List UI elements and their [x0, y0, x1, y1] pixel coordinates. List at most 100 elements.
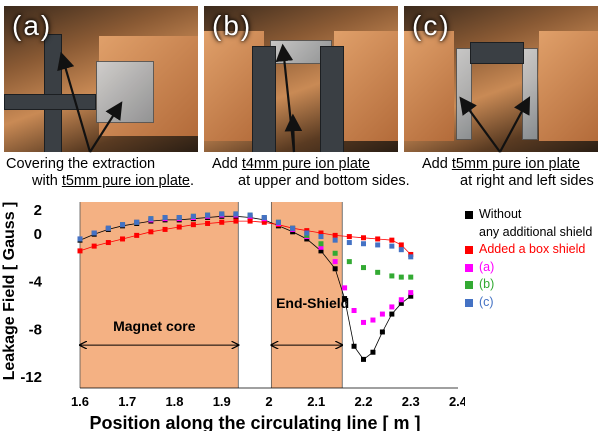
- caption-text: at upper and bottom sides.: [238, 173, 410, 189]
- annotation-label: End-Shield: [276, 295, 349, 311]
- legend-label: (c): [479, 294, 494, 309]
- data-point: [233, 218, 239, 224]
- iron-plate: [456, 48, 472, 140]
- data-point: [398, 274, 404, 280]
- caption-a: Covering the extraction with t5mm pure i…: [6, 156, 194, 190]
- legend-label: (a): [479, 259, 495, 274]
- legend-label-continued: any additional shield: [479, 224, 593, 239]
- x-tick-label: 2.3: [402, 394, 420, 409]
- data-point: [120, 236, 126, 242]
- data-point: [162, 226, 168, 232]
- data-point: [261, 219, 267, 225]
- legend-item: (a): [465, 259, 602, 277]
- data-point: [318, 248, 324, 254]
- arrow: [284, 113, 303, 153]
- data-point: [370, 349, 376, 355]
- data-point: [408, 290, 414, 296]
- x-tick-label: 1.7: [118, 394, 136, 409]
- x-tick-label: 2.4: [449, 394, 465, 409]
- arrow: [57, 51, 92, 153]
- data-point: [176, 215, 182, 220]
- data-point: [375, 242, 381, 248]
- support-rail: [4, 94, 96, 110]
- data-point: [77, 236, 83, 242]
- x-tick-label: 2.1: [307, 394, 325, 409]
- caption-underlined: t5mm pure ion plate: [451, 156, 580, 172]
- chart-legend: Without any additional shield Added a bo…: [465, 206, 602, 311]
- legend-item: (b): [465, 276, 602, 294]
- legend-swatch: [465, 263, 473, 272]
- data-point: [398, 247, 404, 253]
- data-point: [91, 230, 97, 236]
- caption-underlined: t4mm pure ion plate: [241, 156, 370, 172]
- data-point: [351, 308, 357, 313]
- y-tick-label: 2: [34, 202, 42, 219]
- data-point: [361, 235, 366, 241]
- arrow: [499, 96, 531, 153]
- data-point: [332, 259, 338, 265]
- data-point: [105, 225, 111, 231]
- y-axis-title: Leakage Field [ Gauss ]: [1, 202, 18, 381]
- data-point: [247, 218, 253, 224]
- caption-line: at upper and bottom sides.: [212, 173, 410, 190]
- data-point: [389, 311, 395, 317]
- y-tick-label: -4: [29, 274, 43, 291]
- data-point: [398, 300, 404, 306]
- caption-line: Covering the extraction: [6, 156, 194, 173]
- caption-text: Add: [212, 156, 242, 172]
- data-point: [332, 237, 338, 243]
- data-point: [290, 225, 296, 231]
- x-tick-label: 1.9: [213, 394, 231, 409]
- iron-plate: [522, 48, 538, 140]
- data-point: [318, 230, 324, 236]
- legend-label: Added a box shield: [479, 242, 586, 256]
- caption-text: with: [32, 173, 62, 189]
- data-point: [176, 224, 182, 230]
- data-point: [247, 212, 253, 218]
- legend-label: (b): [479, 277, 495, 291]
- caption-text: .: [189, 173, 195, 189]
- data-point: [389, 243, 395, 249]
- caption-c: Add t5mm pure ion plate at right and lef…: [422, 156, 594, 190]
- legend-item: (c): [465, 294, 602, 312]
- data-point: [379, 329, 385, 335]
- legend-item: Added a box shield: [465, 241, 602, 259]
- data-point: [379, 311, 385, 317]
- data-point: [342, 285, 348, 291]
- annotation-label: Magnet core: [113, 318, 196, 334]
- panel-label: (a): [12, 10, 53, 41]
- support-frame: [252, 46, 276, 152]
- data-point: [346, 234, 352, 240]
- y-tick-label: -12: [20, 369, 42, 386]
- data-point: [162, 215, 168, 220]
- copper-magnet: [539, 31, 598, 141]
- data-point: [318, 234, 324, 240]
- data-point: [361, 241, 366, 247]
- data-point: [304, 230, 310, 236]
- data-point: [318, 241, 324, 247]
- data-point: [332, 266, 338, 272]
- data-point: [346, 240, 352, 246]
- arrow: [275, 43, 296, 153]
- data-point: [134, 232, 140, 238]
- legend-item: Without: [465, 206, 602, 224]
- data-point: [318, 244, 324, 250]
- data-point: [205, 212, 211, 218]
- data-point: [205, 220, 211, 226]
- caption-line: with t5mm pure ion plate.: [6, 173, 194, 190]
- x-tick-label: 1.6: [71, 394, 89, 409]
- data-point: [361, 356, 366, 362]
- caption-text: at right and left sides: [460, 173, 594, 189]
- copper-magnet: [404, 31, 454, 141]
- data-point: [190, 213, 196, 219]
- data-point: [398, 242, 404, 248]
- panel-label: (b): [212, 10, 253, 41]
- photo-arrows: [57, 43, 531, 153]
- y-tick-label: -8: [29, 321, 42, 338]
- data-point: [134, 219, 140, 225]
- arrow: [89, 101, 123, 153]
- data-point: [219, 211, 225, 217]
- legend-label: Without: [479, 207, 522, 221]
- data-point: [389, 273, 395, 279]
- data-point: [261, 215, 267, 220]
